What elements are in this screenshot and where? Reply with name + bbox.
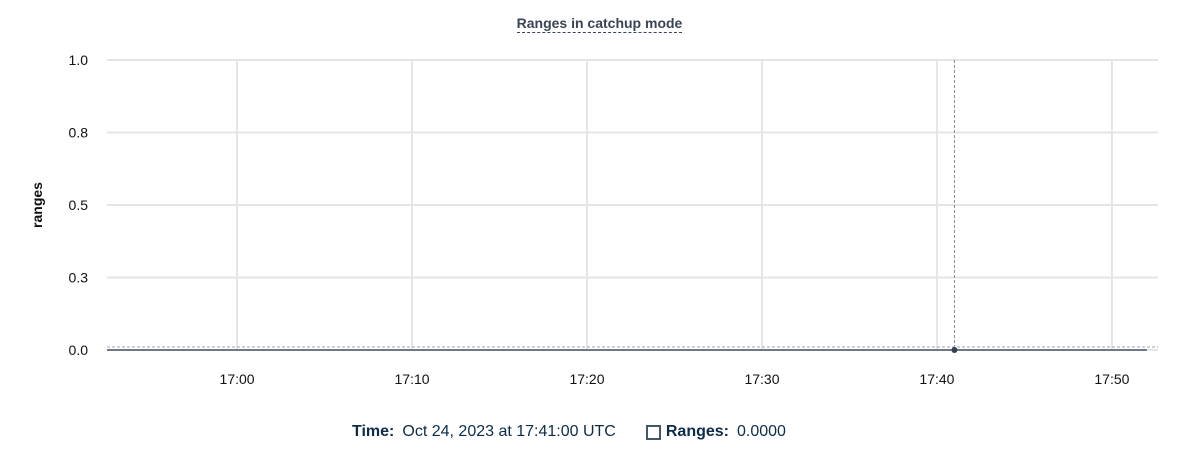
y-tick-label: 0.8 — [69, 125, 89, 141]
series-label: Ranges: — [665, 423, 729, 440]
y-tick-label: 1.0 — [69, 52, 89, 68]
time-label: Time: — [352, 423, 395, 440]
x-tick-label: 17:10 — [395, 371, 430, 387]
x-tick-label: 17:20 — [569, 371, 604, 387]
y-tick-label: 0.3 — [69, 270, 89, 286]
time-value: Oct 24, 2023 at 17:41:00 UTC — [402, 423, 616, 440]
legend: Time: Oct 24, 2023 at 17:41:00 UTC Range… — [352, 423, 786, 441]
x-tick-label: 17:40 — [919, 371, 954, 387]
y-tick-label: 0.0 — [69, 342, 89, 358]
x-tick-label: 17:00 — [220, 371, 255, 387]
series-toggle-checkbox[interactable] — [645, 424, 661, 440]
chart-title: Ranges in catchup mode — [516, 15, 683, 33]
x-tick-label: 17:50 — [1094, 371, 1129, 387]
y-tick-label: 0.5 — [69, 197, 89, 213]
hover-point — [951, 347, 958, 353]
y-axis-label: ranges — [29, 182, 45, 228]
x-tick-label: 17:30 — [744, 371, 779, 387]
series-value: 0.0000 — [736, 423, 786, 440]
